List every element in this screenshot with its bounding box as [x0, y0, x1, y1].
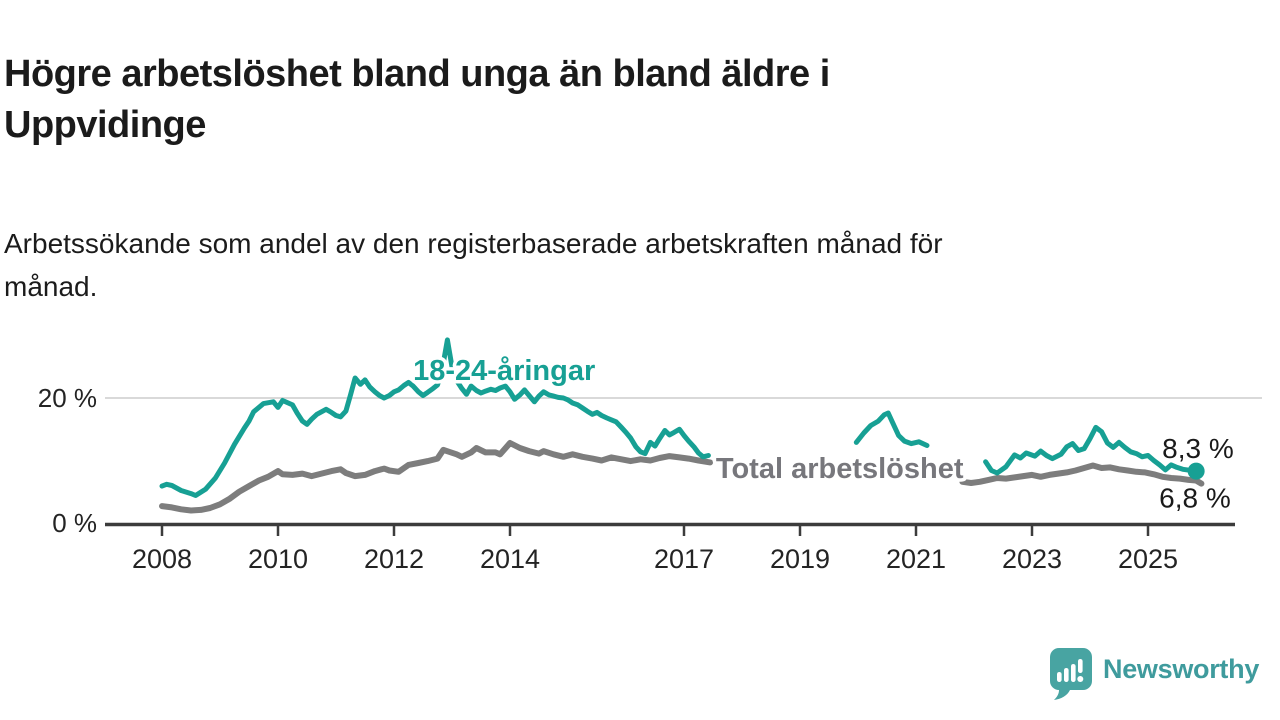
series-label-total-arbetsl-shet: Total arbetslöshet	[716, 453, 964, 485]
x-tick-label: 2021	[886, 544, 946, 574]
series-end-dot	[1187, 462, 1205, 480]
series-label-18-24-ringar: 18-24-åringar	[413, 355, 595, 387]
newsworthy-logo-text: Newsworthy	[1103, 654, 1260, 684]
x-tick-label: 2023	[1002, 544, 1062, 574]
newsworthy-logo: Newsworthy	[1048, 646, 1259, 704]
series-line-total-arbetsl-shet	[959, 462, 1205, 487]
series-line-total-arbetsl-shet	[159, 440, 714, 514]
y-tick-label: 0 %	[52, 508, 97, 538]
x-tick-label: 2025	[1118, 544, 1178, 574]
end-value-label: 6,8 %	[1159, 483, 1231, 514]
newsworthy-speech-bubble-bar-chart-icon	[1050, 648, 1092, 700]
title-line-2: Uppvidinge	[4, 103, 206, 146]
x-tick-label: 2019	[770, 544, 830, 574]
series-line-18-24-ringar	[853, 410, 930, 448]
x-tick-label: 2010	[248, 544, 308, 574]
unemployment-line-chart: 2008 2010 2012 2014 2017 2019 2021 2023 2025 20 %…	[38, 337, 1262, 574]
x-tick-label: 2012	[364, 544, 424, 574]
page-title: Högre arbetslöshet bland unga än bland ä…	[4, 49, 1184, 149]
x-tick-label: 2014	[480, 544, 540, 574]
end-value-label: 8,3 %	[1162, 433, 1234, 464]
x-tick-label: 2017	[654, 544, 714, 574]
subtitle-line-2: månad.	[4, 271, 98, 303]
y-tick-label: 20 %	[38, 383, 97, 413]
chart-subtitle: Arbetssökande som andel av den registerb…	[4, 222, 1224, 309]
title-line-1: Högre arbetslöshet bland unga än bland ä…	[4, 53, 830, 96]
subtitle-line-1: Arbetssökande som andel av den registerb…	[4, 228, 943, 259]
series-line-18-24-ringar	[159, 337, 711, 498]
x-tick-label: 2008	[132, 544, 192, 574]
series-line-18-24-ringar	[983, 424, 1199, 476]
